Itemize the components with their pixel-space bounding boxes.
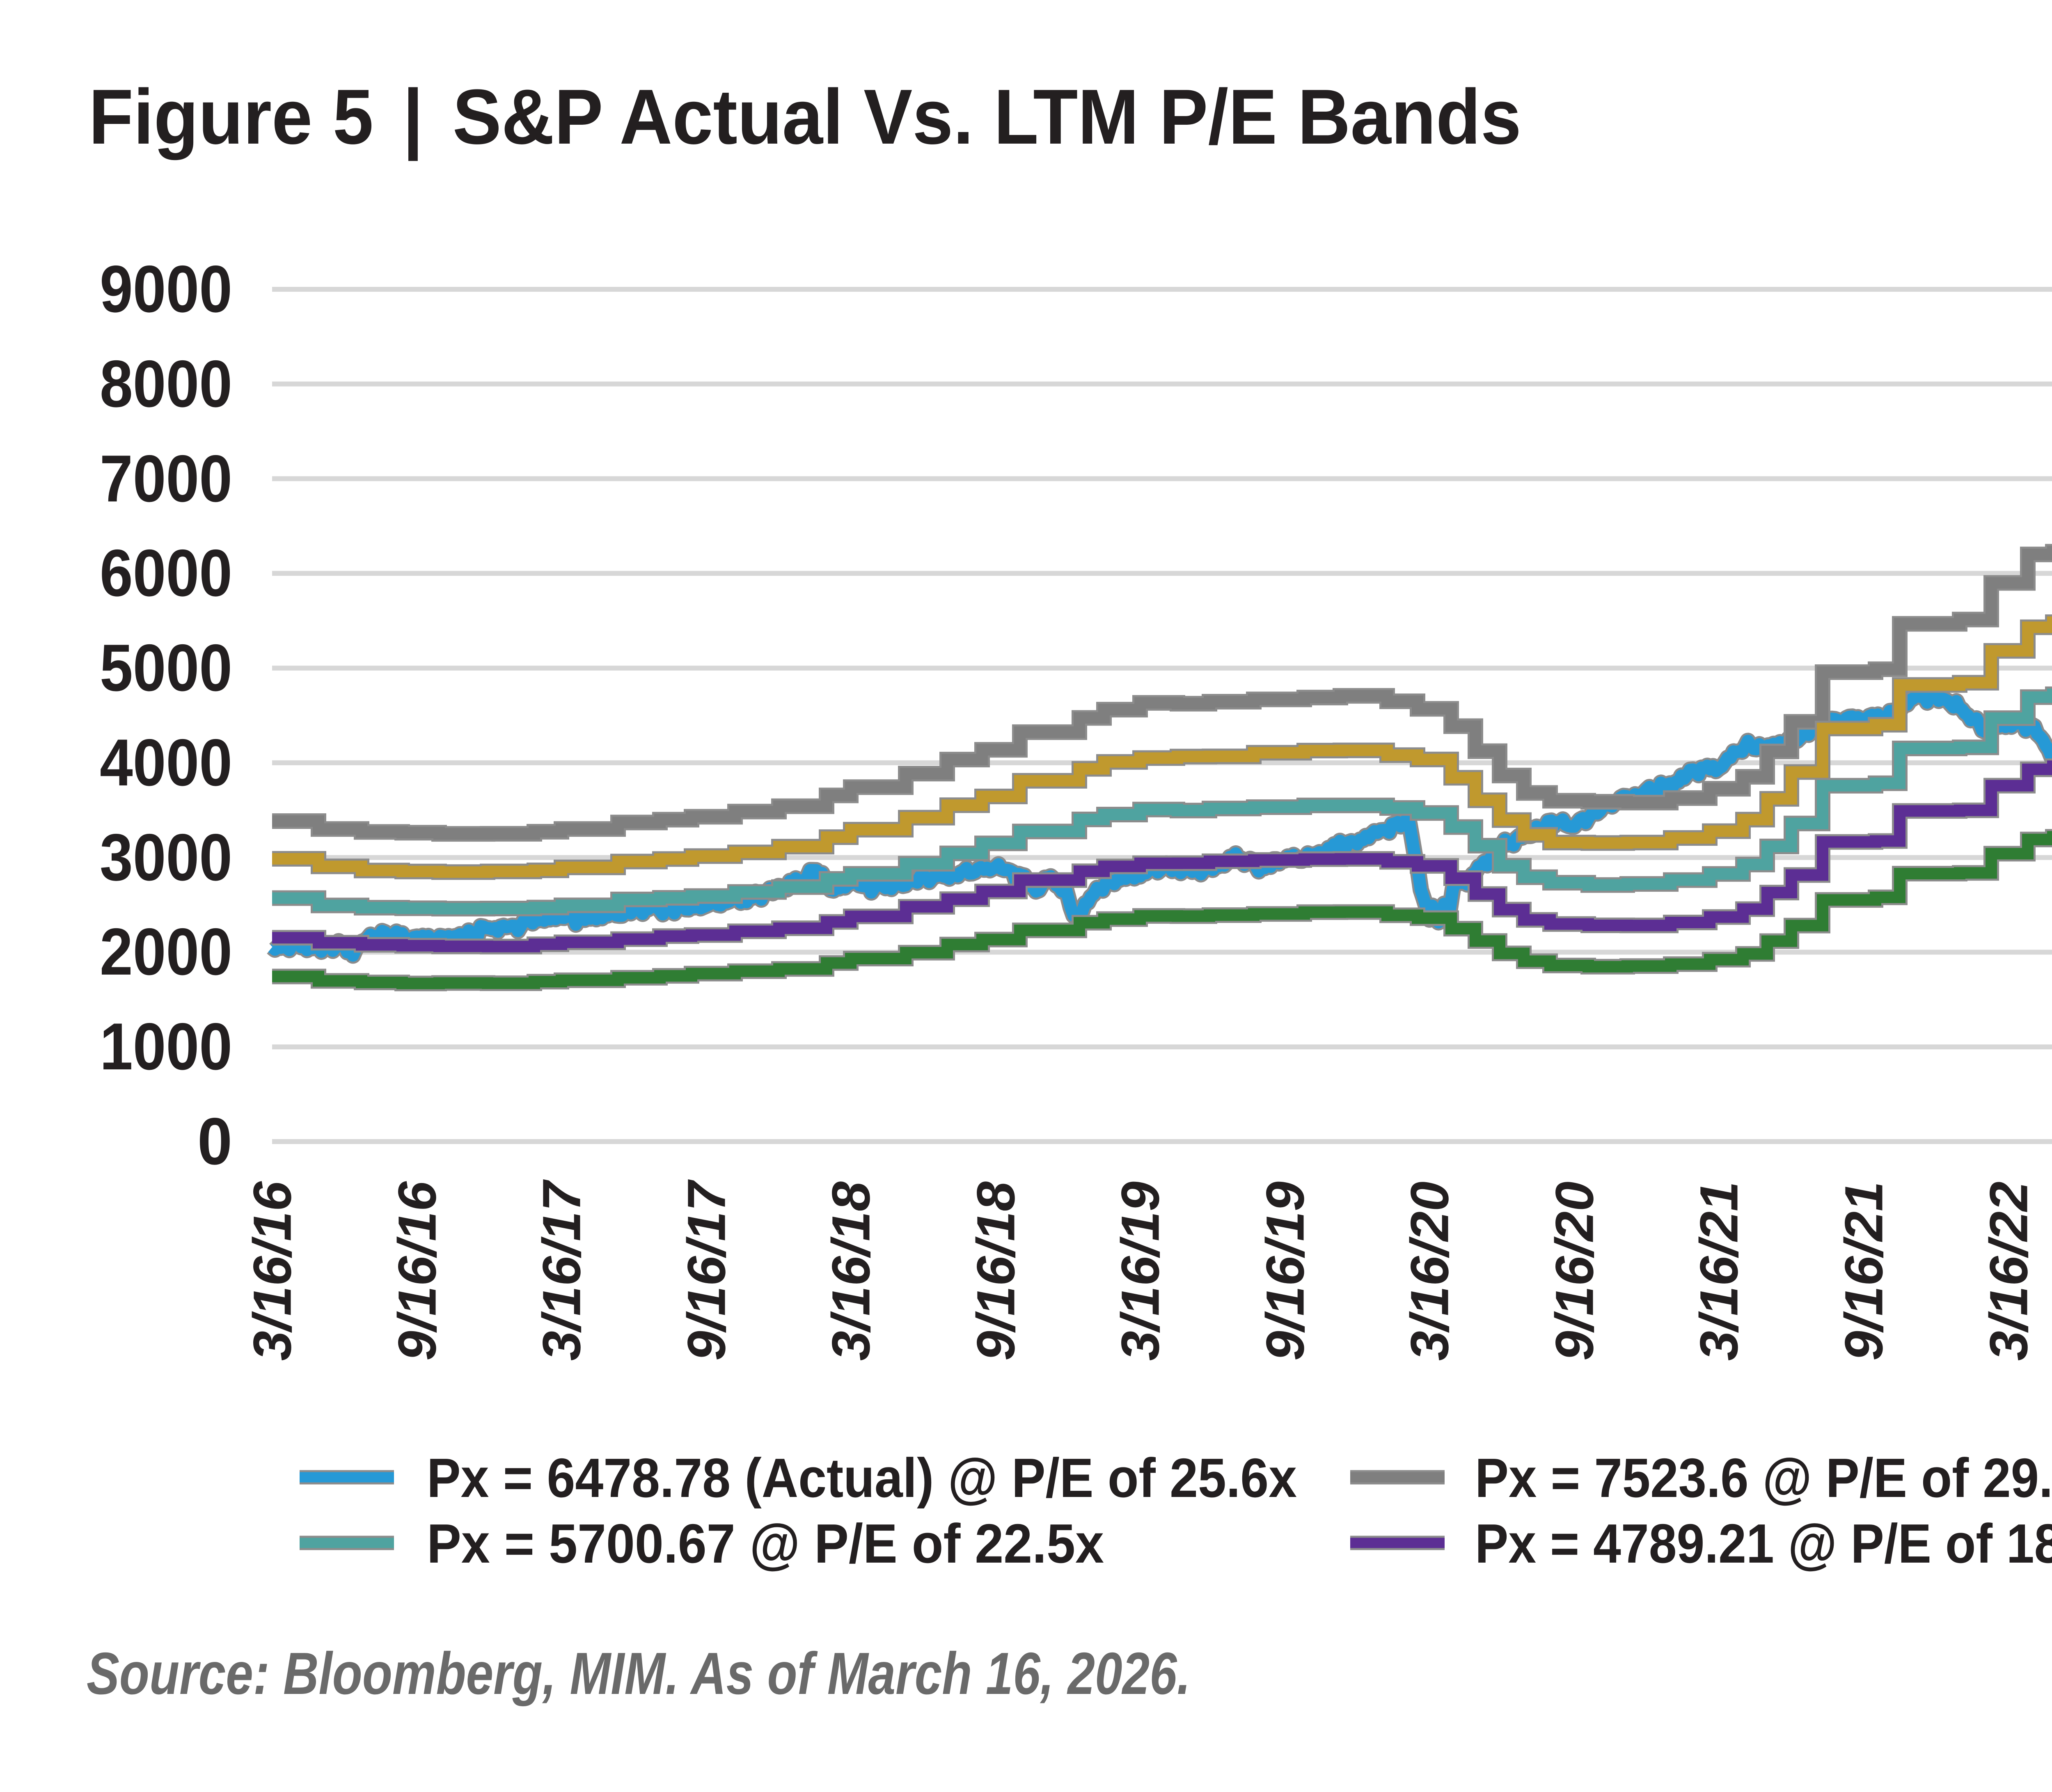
svg-text:3000: 3000 [100,820,232,895]
svg-text:9/16/17: 9/16/17 [676,1179,737,1361]
svg-text:4000: 4000 [100,725,232,800]
svg-text:9/16/20: 9/16/20 [1544,1181,1605,1361]
svg-text:9/16/19: 9/16/19 [1255,1181,1315,1361]
svg-text:3/16/22: 3/16/22 [1979,1181,2039,1361]
svg-text:Px = 4789.21 @ P/E of 18.9x: Px = 4789.21 @ P/E of 18.9x [1475,1513,2052,1575]
svg-text:2000: 2000 [100,915,232,989]
svg-text:7000: 7000 [100,442,232,516]
svg-text:Figure 5 | S&P Actual Vs. LT: Figure 5 | S&P Actual Vs. LTM P/E Bands [89,73,1521,161]
svg-text:9/16/16: 9/16/16 [387,1181,447,1361]
svg-text:3/16/18: 3/16/18 [821,1181,881,1361]
svg-text:3/16/17: 3/16/17 [531,1179,592,1361]
svg-text:9/16/18: 9/16/18 [966,1181,1026,1361]
svg-text:3/16/16: 3/16/16 [242,1181,302,1361]
svg-text:Source: Bloomberg, MIM. As of: Source: Bloomberg, MIM. As of March 16, … [87,1640,1191,1707]
svg-text:9/16/21: 9/16/21 [1834,1181,1894,1361]
svg-text:9000: 9000 [100,252,232,326]
svg-text:0: 0 [197,1104,232,1179]
svg-text:3/16/19: 3/16/19 [1110,1181,1170,1361]
svg-text:Px = 7523.6 @ P/E of 29.7x: Px = 7523.6 @ P/E of 29.7x [1475,1447,2052,1509]
svg-text:6000: 6000 [100,536,232,610]
svg-text:Px = 6478.78 (Actual) @ P/E of: Px = 6478.78 (Actual) @ P/E of 25.6x [427,1447,1297,1509]
svg-text:5000: 5000 [100,631,232,705]
svg-text:3/16/21: 3/16/21 [1689,1181,1749,1361]
svg-text:3/16/20: 3/16/20 [1399,1181,1460,1361]
svg-text:1000: 1000 [100,1009,232,1084]
svg-text:Px = 5700.67 @ P/E of 22.5x: Px = 5700.67 @ P/E of 22.5x [427,1513,1104,1575]
svg-text:8000: 8000 [100,347,232,421]
